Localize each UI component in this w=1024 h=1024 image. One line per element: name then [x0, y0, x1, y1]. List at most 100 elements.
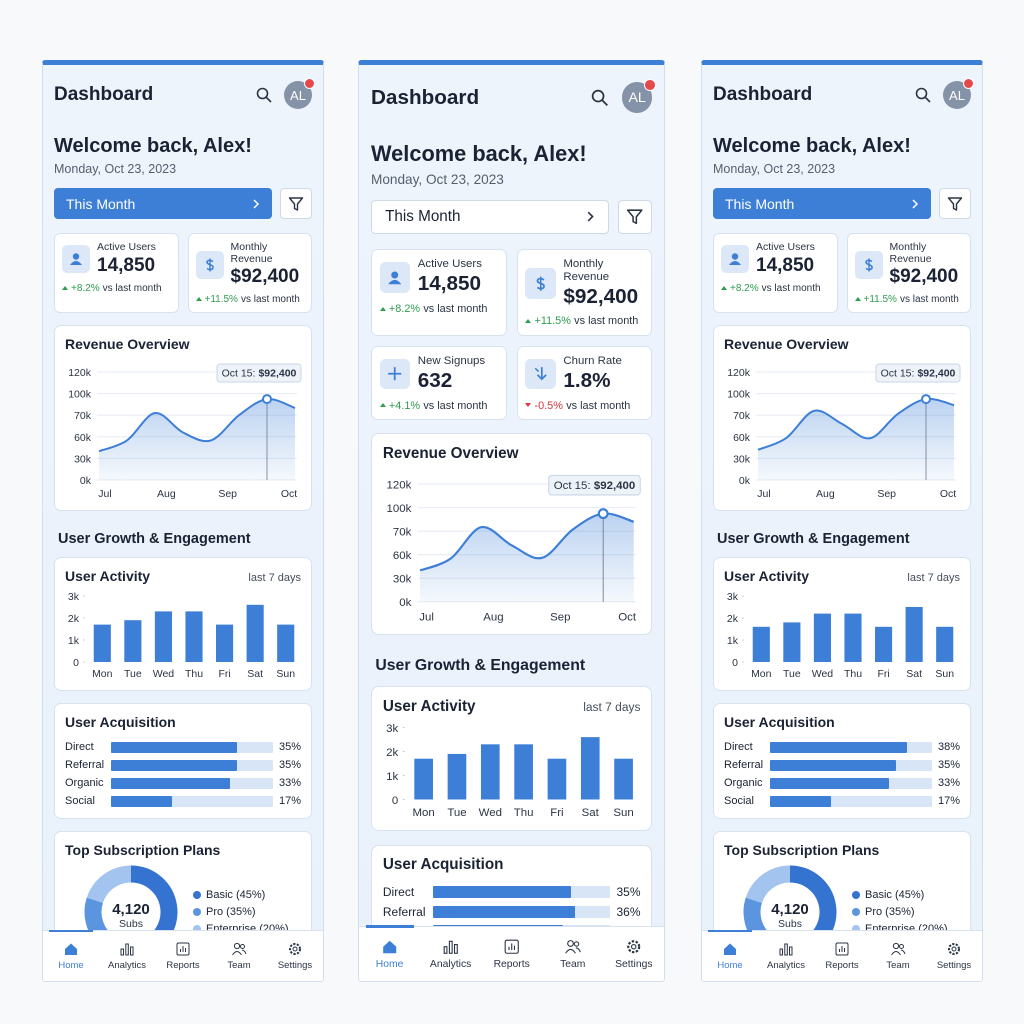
- bar: [124, 620, 142, 663]
- kpi-change: +4.1% vs last month: [379, 400, 499, 412]
- kpi-value: $92,400: [230, 266, 300, 288]
- highlight-point: [921, 394, 931, 405]
- acquisition-value: 35%: [616, 884, 641, 899]
- y-tick-label: 70k: [74, 410, 92, 422]
- card-title: Top Subscription Plans: [65, 842, 221, 859]
- x-tick-label: Aug: [816, 488, 835, 500]
- x-tick-label: Fri: [877, 668, 889, 680]
- kpi-change-note: vs last month: [423, 302, 488, 315]
- nav-item[interactable]: Team: [870, 931, 926, 981]
- trend-arrow: [525, 319, 532, 324]
- bottom-nav: Home Analytics Reports Team Settings: [43, 930, 323, 981]
- y-tick-label: 2k: [386, 747, 398, 759]
- kpi-grid: Active Users 14,850 +8.2% vs last month Mont…: [370, 248, 653, 421]
- nav-item[interactable]: Analytics: [420, 927, 481, 982]
- acquisition-bar: [770, 777, 889, 789]
- y-tick-label: 0: [392, 795, 398, 807]
- nav-icon-part: [448, 940, 453, 954]
- nav-item[interactable]: Team: [211, 931, 267, 981]
- page-title: Dashboard: [54, 84, 154, 105]
- x-tick-label: Oct: [940, 488, 956, 500]
- annotation-date: Oct 15:: [554, 480, 591, 492]
- nav-item[interactable]: Reports: [155, 931, 211, 981]
- search-icon[interactable]: [591, 89, 609, 106]
- bar: [875, 626, 893, 663]
- kpi-top: Monthly Revenue $92,400: [195, 241, 305, 288]
- nav-item[interactable]: Settings: [267, 931, 323, 981]
- filter-button[interactable]: [617, 199, 653, 234]
- revenue-card: Revenue Overview 0k 30k 60k 70k 100k 120k Oct 1…: [54, 325, 312, 512]
- acquisition-row: Referral 35%: [724, 756, 960, 774]
- nav-item[interactable]: Settings: [603, 927, 664, 982]
- kpi-change: +8.2% vs last month: [62, 283, 171, 294]
- avatar[interactable]: AL: [943, 78, 974, 109]
- nav-label: Analytics: [429, 958, 472, 970]
- activity-chart: 0 1k 2k 3k Mon Tue Wed Thu Fri Sat Sun: [727, 591, 954, 680]
- nav-item[interactable]: Home: [43, 930, 99, 981]
- nav-icon: [65, 943, 77, 955]
- kpi-change-value: -0.5%: [534, 399, 563, 412]
- kpi-text: Monthly Revenue $92,400: [890, 241, 964, 288]
- x-tick-label: Jul: [419, 611, 434, 623]
- kpi-glyph: [388, 271, 402, 284]
- avatar[interactable]: AL: [284, 78, 315, 109]
- kpi-change: -0.5% vs last month: [525, 400, 644, 412]
- kpi-glyph: [864, 258, 873, 272]
- period-button[interactable]: This Month: [370, 199, 609, 234]
- acquisition-label: Social: [65, 795, 95, 808]
- nav-icon: [835, 942, 849, 956]
- kpi-value: 632: [417, 369, 453, 393]
- card-title: User Activity: [382, 697, 476, 715]
- period-button[interactable]: This Month: [713, 188, 931, 219]
- nav-item[interactable]: Analytics: [99, 931, 155, 981]
- y-tick-label: 1k: [727, 635, 739, 647]
- kpi-glyph-part: [391, 271, 399, 279]
- kpi-change: +8.2% vs last month: [379, 302, 499, 315]
- acquisition-value: 38%: [937, 741, 960, 754]
- card-title: User Acquisition: [382, 856, 504, 874]
- kpi-change: +11.5% vs last month: [525, 315, 644, 327]
- y-tick-label: 30k: [74, 453, 92, 465]
- legend-label: Pro (35%): [865, 906, 915, 919]
- x-tick-label: Sat: [247, 668, 263, 680]
- filter-icon: [627, 209, 643, 224]
- filter-button[interactable]: [280, 188, 312, 219]
- trend-arrow: [525, 403, 532, 408]
- nav-icon: [724, 943, 736, 955]
- nav-item[interactable]: Home: [702, 930, 758, 981]
- filter-button[interactable]: [939, 188, 971, 219]
- kpi-card: New Signups 632 +4.1% vs last month: [370, 345, 507, 421]
- nav-item[interactable]: Reports: [481, 927, 542, 982]
- x-tick-label: Mon: [92, 668, 113, 680]
- y-tick-label: 60k: [74, 432, 92, 444]
- nav-icon: [289, 943, 301, 955]
- donut-unit: Subs: [119, 918, 143, 930]
- period-row: This Month: [370, 199, 653, 234]
- nav-icon-part: [900, 949, 906, 955]
- kpi-glyph-part: [731, 253, 739, 260]
- nav-icon-part: [65, 943, 77, 955]
- bar: [246, 604, 264, 663]
- acquisition-row: Referral 35%: [65, 756, 301, 774]
- kpi-icon: [62, 245, 90, 274]
- avatar[interactable]: AL: [621, 79, 656, 113]
- kpi-grid: Active Users 14,850 +8.2% vs last month Mont…: [713, 233, 971, 314]
- search-icon[interactable]: [915, 87, 931, 103]
- activity-card: User Activity last 7 days 0 1k 2k 3k Mon Tue Wed…: [370, 686, 653, 832]
- x-tick-label: Tue: [447, 807, 466, 819]
- nav-item[interactable]: Reports: [814, 931, 870, 981]
- y-tick-label: 120k: [68, 367, 92, 379]
- bar: [813, 613, 831, 663]
- nav-item[interactable]: Settings: [926, 931, 982, 981]
- nav-item[interactable]: Analytics: [758, 931, 814, 981]
- bottom-nav: Home Analytics Reports Team Settings: [702, 930, 982, 981]
- period-row: This Month: [54, 188, 312, 219]
- section-title: User Growth & Engagement: [58, 531, 251, 548]
- card-head: User Activity last 7 days: [383, 698, 641, 715]
- kpi-top: Active Users 14,850: [62, 241, 171, 277]
- search-icon[interactable]: [256, 87, 272, 103]
- nav-item[interactable]: Home: [359, 925, 420, 982]
- period-button[interactable]: This Month: [54, 188, 272, 219]
- nav-item[interactable]: Team: [542, 927, 603, 982]
- trend-arrow: [62, 285, 68, 290]
